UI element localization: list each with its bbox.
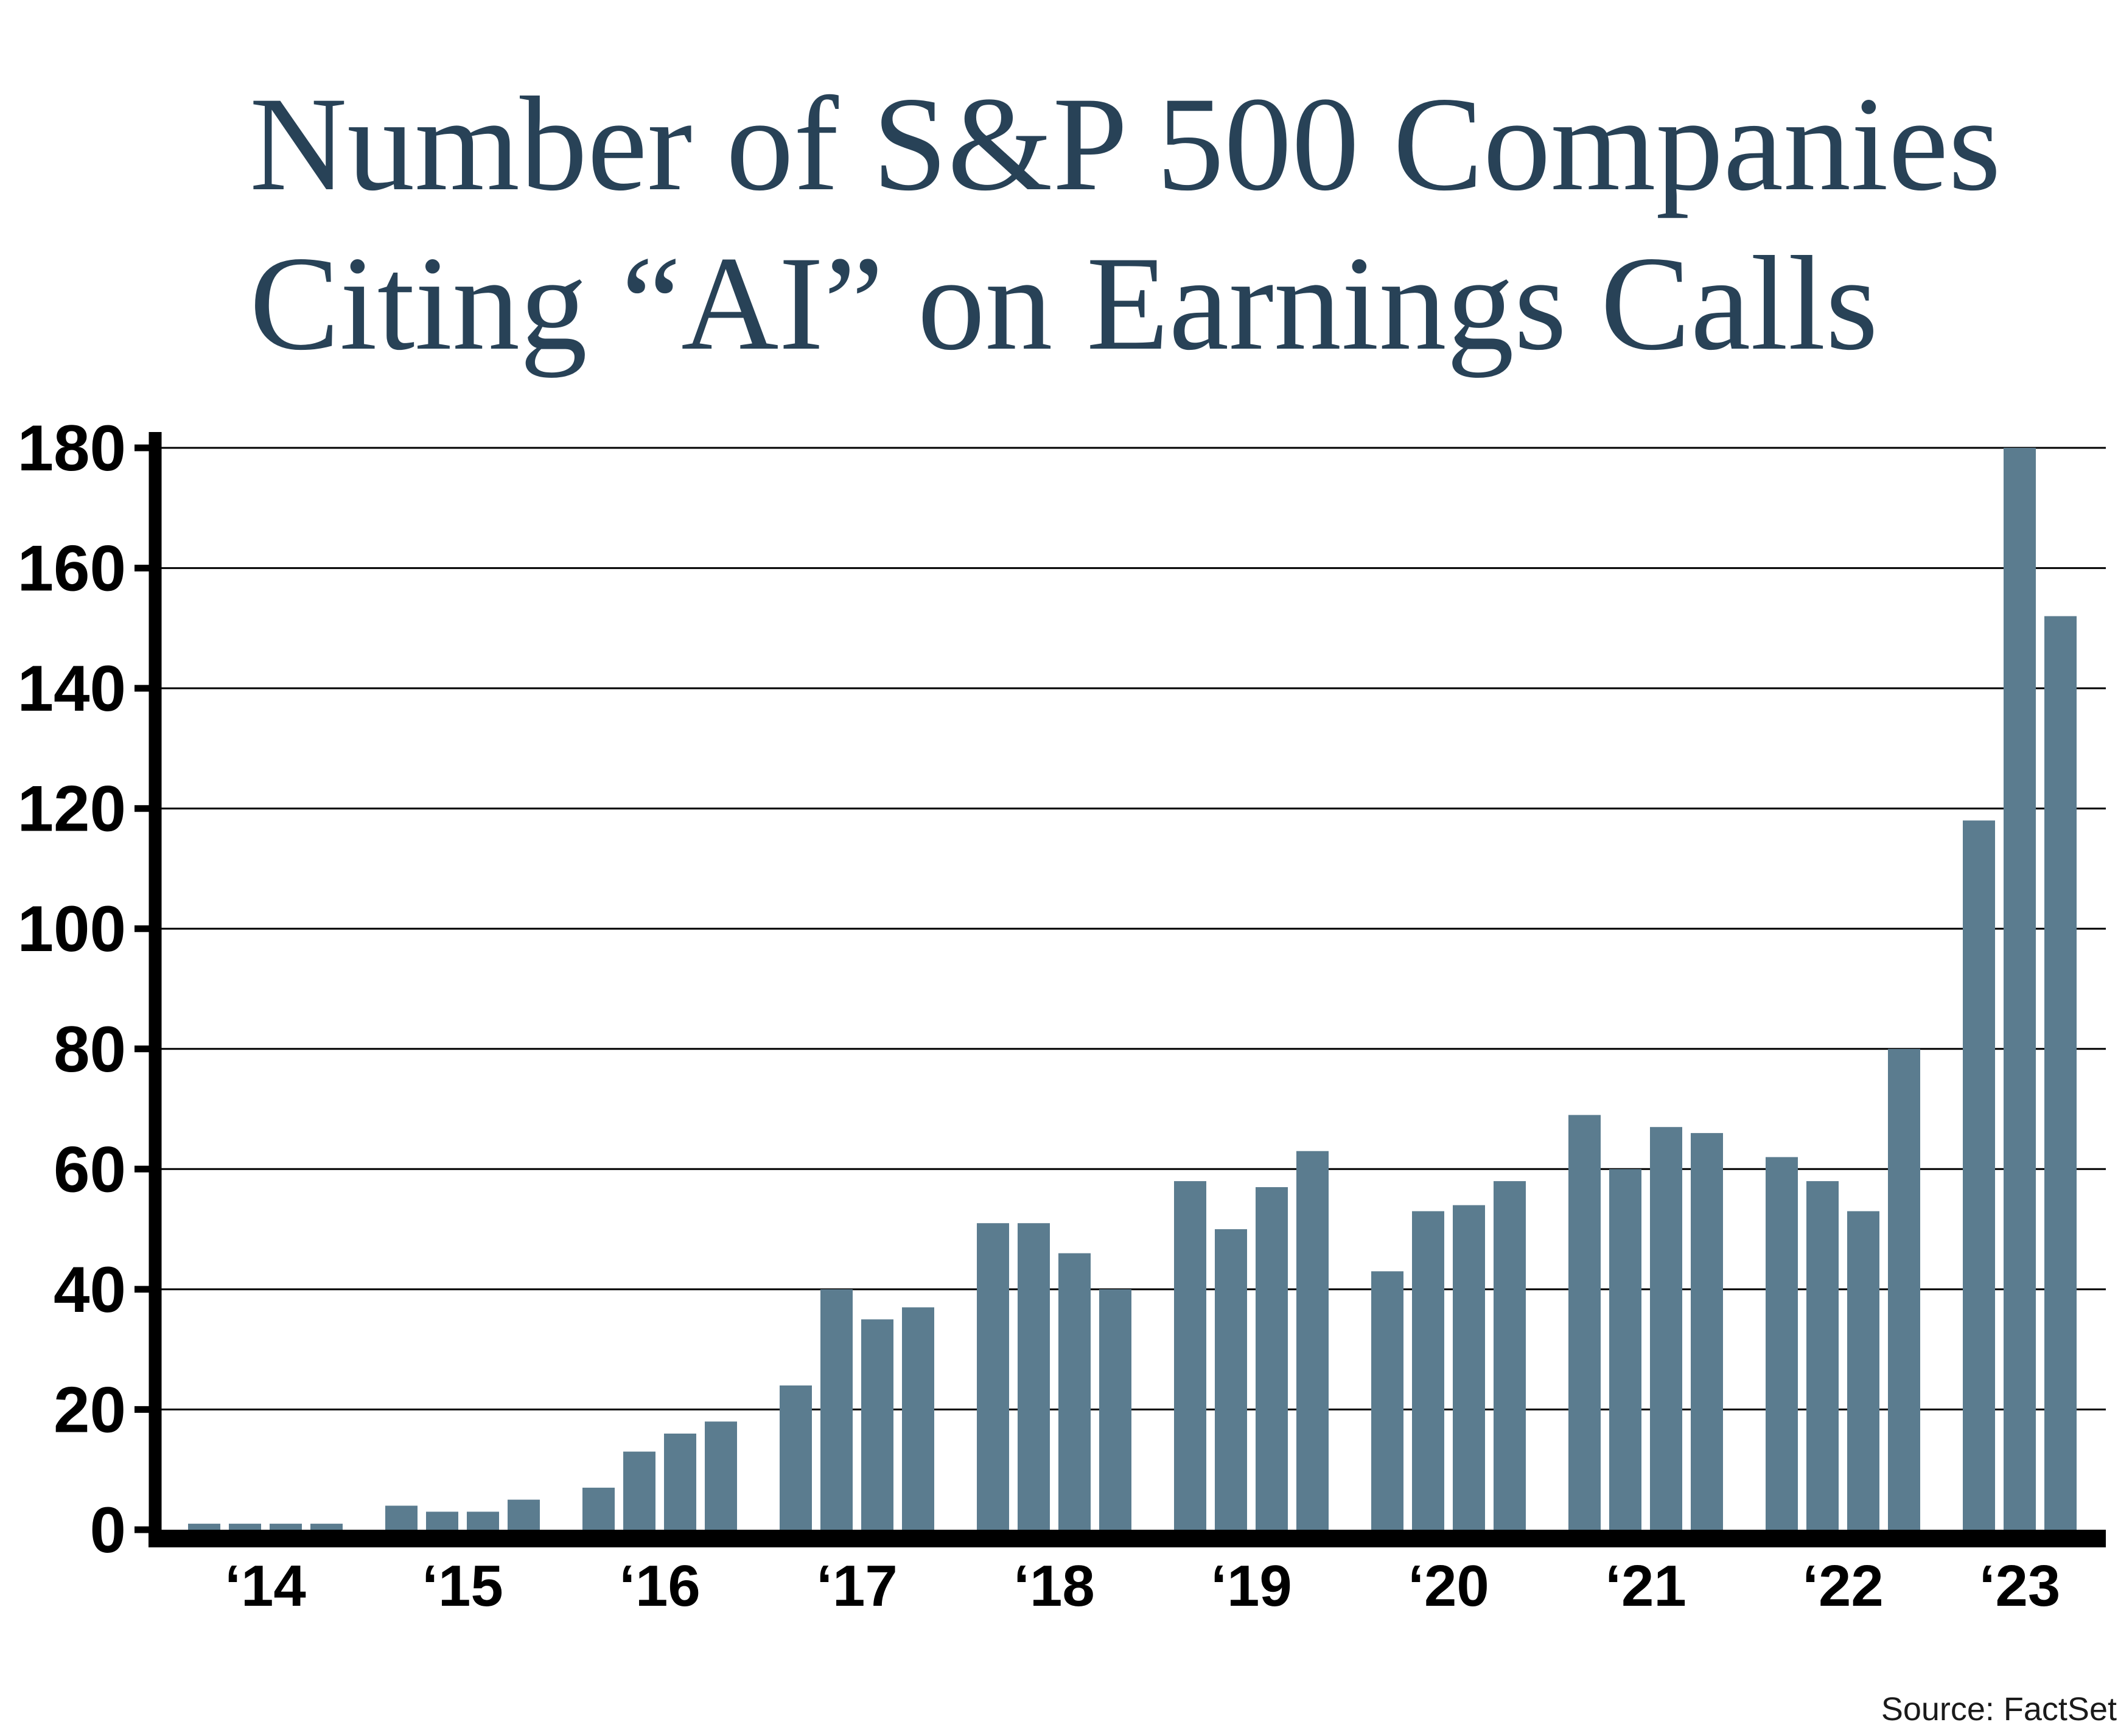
svg-text:100: 100 [17, 892, 126, 965]
svg-text:80: 80 [54, 1013, 126, 1086]
svg-text:‘16: ‘16 [619, 1553, 700, 1619]
svg-text:120: 120 [17, 772, 126, 845]
svg-text:60: 60 [54, 1132, 126, 1205]
svg-text:0: 0 [89, 1493, 126, 1566]
svg-text:160: 160 [17, 532, 126, 605]
svg-text:‘20: ‘20 [1408, 1553, 1489, 1619]
svg-text:140: 140 [17, 652, 126, 725]
svg-text:‘19: ‘19 [1211, 1553, 1291, 1619]
svg-text:20: 20 [54, 1373, 126, 1446]
svg-text:‘21: ‘21 [1605, 1553, 1686, 1619]
svg-text:‘17: ‘17 [816, 1553, 897, 1619]
svg-text:40: 40 [54, 1253, 126, 1326]
svg-text:‘14: ‘14 [225, 1553, 306, 1619]
svg-text:‘18: ‘18 [1013, 1553, 1094, 1619]
svg-text:‘22: ‘22 [1802, 1553, 1883, 1619]
svg-text:‘15: ‘15 [422, 1553, 503, 1619]
svg-text:‘23: ‘23 [1979, 1553, 2060, 1619]
svg-text:180: 180 [17, 411, 126, 484]
